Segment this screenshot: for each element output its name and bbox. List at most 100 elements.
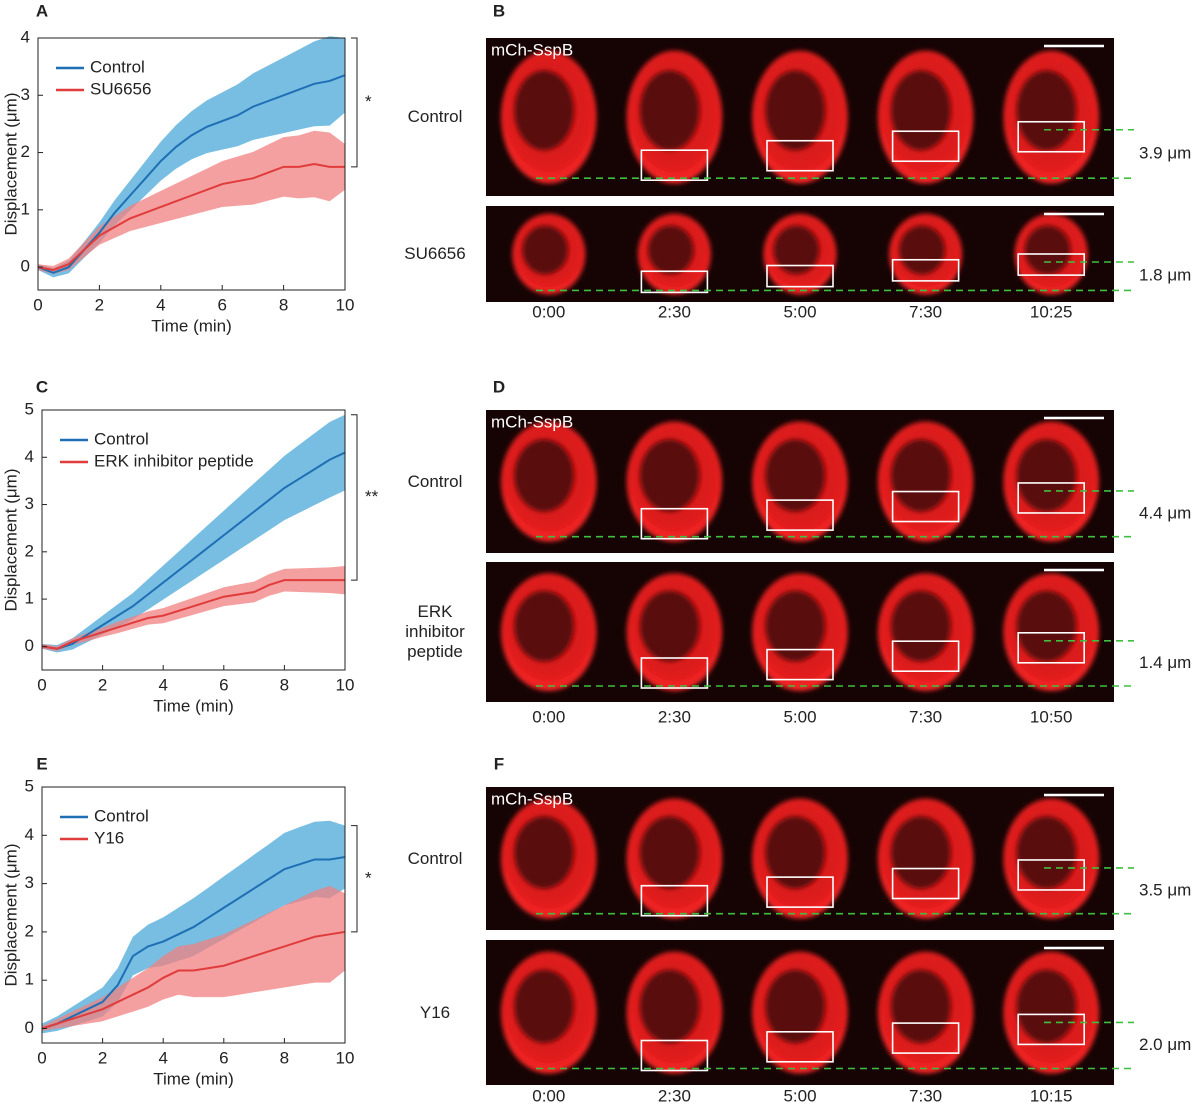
- displacement-label: 4.4 μm: [1139, 503, 1191, 522]
- x-tick-label: 10: [336, 295, 355, 314]
- x-tick-label: 2: [98, 1048, 107, 1067]
- nucleus: [891, 70, 951, 151]
- x-tick-label: 6: [219, 1048, 228, 1067]
- x-tick-label: 10: [336, 1048, 355, 1067]
- y-axis-label: Displacement (μm): [1, 844, 20, 987]
- plot-frame: [41, 786, 346, 1044]
- y-tick-label: 3: [21, 85, 30, 104]
- nucleus: [891, 969, 951, 1043]
- roi-box: [1017, 482, 1086, 514]
- mean-line: [41, 856, 346, 1030]
- roi-box: [640, 657, 709, 689]
- y-axis-label: Displacement (μm): [1, 93, 20, 236]
- y-tick-label: 2: [21, 142, 30, 161]
- x-tick-label: 10: [336, 675, 355, 694]
- nucleus: [1016, 969, 1077, 1043]
- nucleus: [1016, 590, 1077, 662]
- x-tick-label: 0: [37, 675, 46, 694]
- plot-frame: [41, 409, 346, 671]
- nucleus: [765, 590, 825, 662]
- row-label: Control: [407, 471, 463, 491]
- significance-bracket: [351, 414, 358, 581]
- significance-label: *: [365, 92, 372, 111]
- displacement-label: 1.4 μm: [1139, 653, 1191, 672]
- significance-bracket: [351, 825, 358, 933]
- time-label: 7:30: [909, 707, 942, 726]
- roi-box: [1017, 253, 1086, 276]
- y-tick-label: 2: [25, 921, 34, 940]
- roi-box: [640, 507, 709, 540]
- y-tick-label: 3: [25, 873, 34, 892]
- roi-box: [766, 264, 834, 288]
- x-tick-label: 4: [158, 675, 167, 694]
- y-axis-label: Displacement (μm): [1, 469, 20, 612]
- nucleus: [514, 439, 574, 512]
- nucleus: [891, 816, 951, 889]
- legend-label: ERK inhibitor peptide: [94, 451, 254, 470]
- roi-box: [766, 139, 834, 172]
- y-tick-label: 0: [21, 257, 30, 276]
- nucleus: [899, 225, 945, 275]
- row-label: SU6656: [404, 244, 466, 263]
- panel-letter: C: [36, 377, 48, 396]
- nucleus: [640, 439, 700, 512]
- channel-label: mCh-SspB: [491, 412, 573, 431]
- roi-box: [1017, 631, 1086, 664]
- time-label: 0:00: [532, 707, 565, 726]
- x-tick-label: 6: [219, 675, 228, 694]
- row-label: Control: [407, 107, 463, 126]
- x-tick-label: 4: [156, 295, 165, 314]
- legend-label: Control: [90, 57, 145, 76]
- error-band: [42, 886, 345, 1031]
- x-tick-label: 2: [95, 295, 104, 314]
- displacement-label: 2.0 μm: [1139, 1035, 1191, 1054]
- time-label: 2:30: [658, 707, 691, 726]
- row-label: ERK inhibitor peptide: [405, 602, 465, 661]
- y-tick-label: 0: [25, 636, 34, 655]
- x-tick-label: 4: [158, 1048, 167, 1067]
- channel-label: mCh-SspB: [491, 789, 573, 808]
- time-label: 7:30: [909, 302, 942, 321]
- y-tick-label: 0: [25, 1018, 34, 1037]
- time-label: 2:30: [658, 302, 691, 321]
- x-tick-label: 0: [37, 1048, 46, 1067]
- roi-box: [766, 648, 834, 681]
- roi-box: [1017, 120, 1086, 153]
- panel-letter: F: [494, 754, 504, 773]
- nucleus: [514, 816, 574, 889]
- y-tick-label: 4: [21, 27, 30, 46]
- panel-letter: B: [493, 1, 505, 20]
- y-tick-label: 2: [25, 541, 34, 560]
- time-label: 2:30: [658, 1086, 691, 1105]
- displacement-label: 3.5 μm: [1139, 880, 1191, 899]
- roi-box: [891, 1022, 960, 1054]
- plot-frame: [37, 37, 346, 291]
- significance-label: *: [365, 868, 372, 887]
- y-tick-label: 3: [25, 494, 34, 513]
- significance-bracket: [351, 37, 358, 168]
- displacement-label: 3.9 μm: [1139, 143, 1191, 162]
- time-label: 10:50: [1030, 707, 1073, 726]
- nucleus: [765, 70, 825, 151]
- nucleus: [765, 439, 825, 512]
- error-band: [38, 130, 345, 274]
- nucleus: [1016, 439, 1077, 512]
- significance-label: **: [365, 487, 379, 506]
- x-tick-label: 8: [280, 1048, 289, 1067]
- panel-letter: A: [36, 1, 48, 20]
- legend-label: SU6656: [90, 79, 151, 98]
- y-tick-label: 5: [25, 776, 34, 795]
- nucleus: [514, 969, 574, 1043]
- nucleus: [640, 969, 700, 1043]
- x-axis-label: Time (min): [151, 316, 232, 335]
- displacement-label: 1.8 μm: [1139, 266, 1191, 285]
- error-band: [42, 566, 345, 652]
- roi-box: [766, 499, 834, 531]
- legend-label: Control: [94, 429, 149, 448]
- roi-box: [766, 876, 834, 908]
- nucleus: [648, 225, 694, 275]
- nucleus: [1016, 816, 1077, 889]
- nucleus: [640, 590, 700, 662]
